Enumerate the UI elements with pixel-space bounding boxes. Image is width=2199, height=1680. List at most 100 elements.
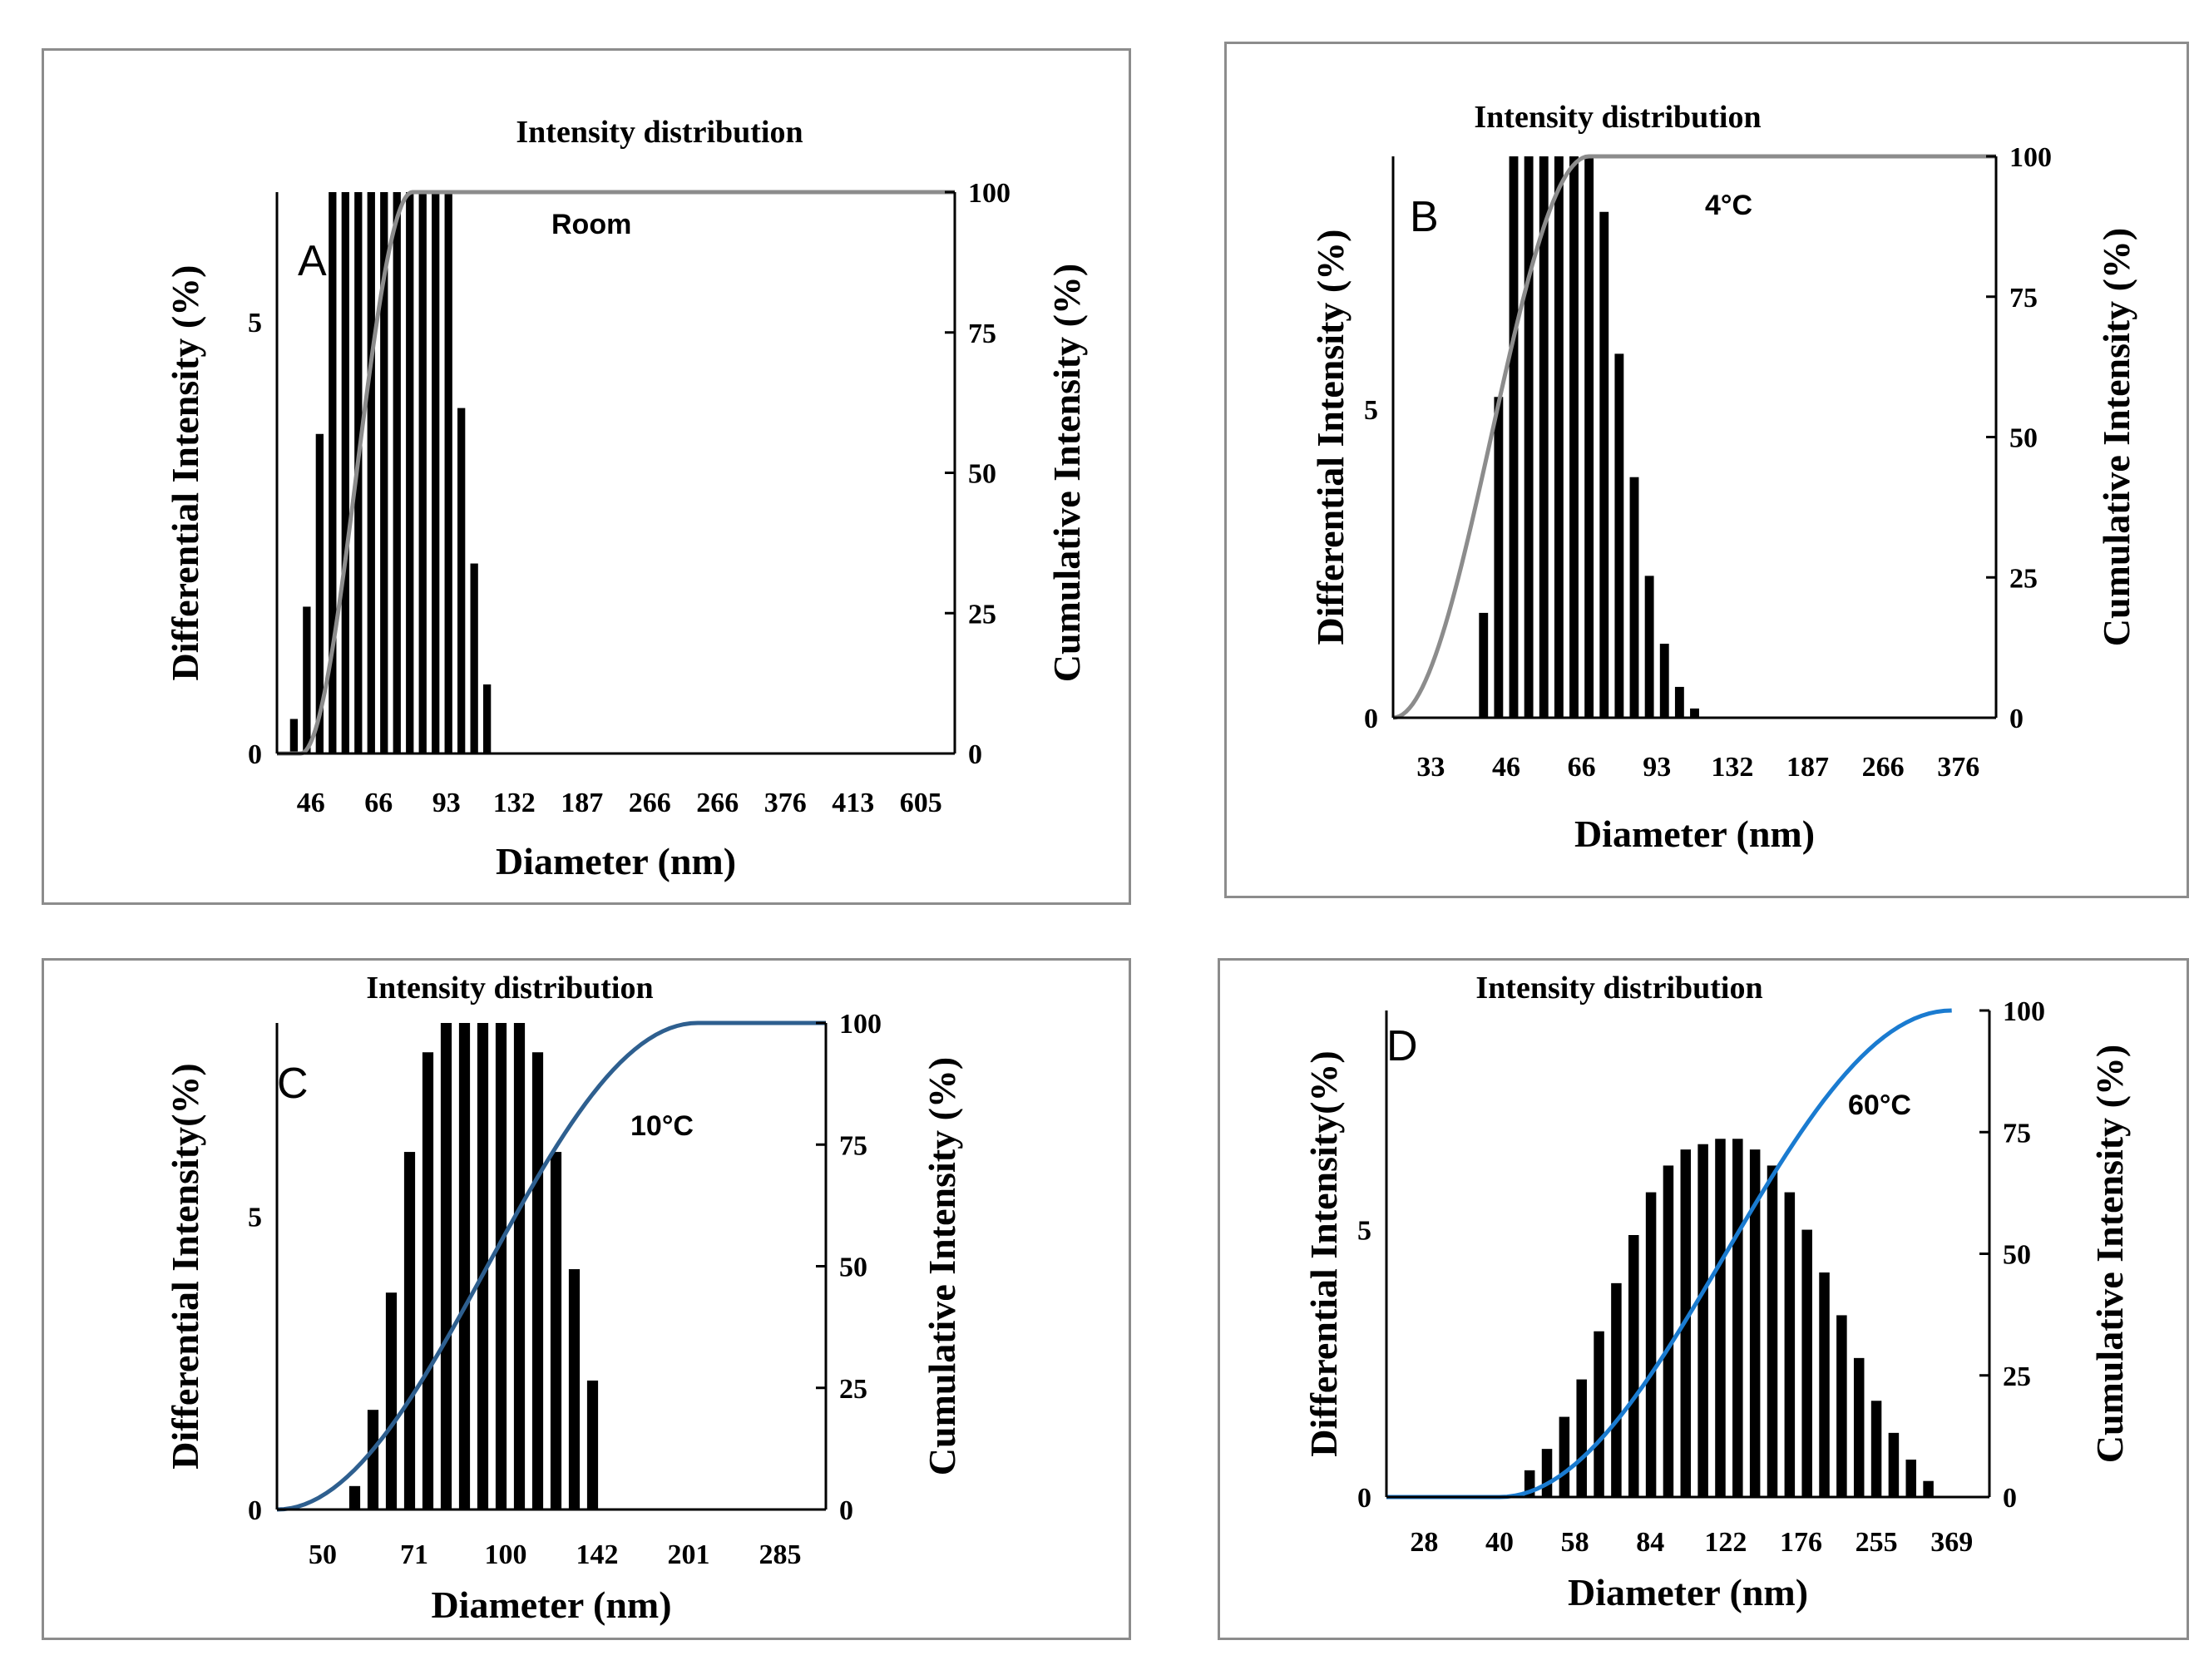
y2-axis-label: Cumulative Intensity (%) [921, 1057, 963, 1475]
y-tick-label: 5 [248, 1203, 262, 1233]
y2-tick-label: 75 [839, 1130, 867, 1161]
x-axis-label: Diameter (nm) [1574, 813, 1815, 855]
bar [1509, 156, 1519, 718]
panel-c: Intensity distribution C 10°C 0 5 0 25 50 75 100 5… [42, 958, 1131, 1640]
bar [367, 1410, 379, 1510]
y2-tick-label: 100 [839, 1009, 882, 1040]
cumulative-curve [1392, 154, 1996, 720]
y-axis-label: Differential Intensity (%) [164, 265, 206, 681]
bar [1836, 1315, 1847, 1497]
condition-label: 10°C [630, 1110, 694, 1142]
bar [457, 408, 466, 754]
bar [1715, 1139, 1726, 1497]
bar [1576, 1379, 1587, 1497]
cumulative-curve [1386, 1008, 1952, 1500]
y-tick-label: 5 [1357, 1216, 1371, 1247]
x-tick-label: 376 [1937, 752, 1979, 783]
x-tick-label: 132 [1711, 752, 1753, 783]
bar [1870, 1401, 1882, 1497]
y2-axis-label: Cumulative Intensity (%) [1045, 264, 1088, 682]
bar [470, 563, 478, 754]
panel-d: Intensity distribution D 60°C 0 5 0 25 50 75 100 2… [1218, 958, 2189, 1640]
chart-a: Intensity distributionARoom0502550751004… [164, 115, 1088, 882]
bar [1594, 1331, 1604, 1497]
bar [1629, 477, 1639, 718]
bar [393, 192, 401, 754]
x-tick-label: 142 [576, 1539, 619, 1570]
bar [406, 192, 414, 754]
panel-letter: B [1410, 193, 1439, 241]
cumulative-curve [276, 1020, 826, 1512]
bar [1599, 211, 1609, 718]
bar [1853, 1357, 1865, 1497]
y2-tick-label: 50 [968, 459, 996, 490]
x-tick-label: 46 [1492, 752, 1520, 783]
bar [440, 1023, 452, 1510]
x-tick-label: 40 [1485, 1527, 1514, 1558]
x-axis-label: Diameter (nm) [1568, 1571, 1808, 1613]
chart-title: Intensity distribution [516, 115, 803, 150]
y2-tick-label: 0 [839, 1495, 853, 1526]
y2-tick-label: 50 [2003, 1240, 2031, 1271]
panel-letter: C [277, 1060, 309, 1108]
x-tick-label: 100 [485, 1539, 527, 1570]
panel-letter: A [298, 237, 327, 285]
x-tick-label: 33 [1416, 752, 1445, 783]
bar [586, 1380, 599, 1510]
bar [1659, 643, 1669, 718]
bar [1819, 1272, 1830, 1497]
x-tick-label: 46 [297, 788, 325, 818]
x-tick-label: 255 [1856, 1527, 1898, 1558]
y2-tick-label: 100 [968, 178, 1011, 209]
bar [458, 1023, 471, 1510]
x-tick-label: 84 [1636, 1527, 1664, 1558]
x-tick-label: 201 [668, 1539, 710, 1570]
bar [329, 192, 337, 754]
bar [444, 192, 452, 754]
bar [1923, 1480, 1934, 1497]
y-tick-label: 5 [248, 308, 262, 338]
y-tick-label: 0 [248, 739, 262, 770]
bar [380, 192, 388, 754]
chart-c: Intensity distributionC10°C0502550751005… [164, 971, 963, 1626]
bar [1644, 576, 1654, 718]
x-tick-label: 605 [900, 788, 942, 818]
x-tick-label: 50 [309, 1539, 337, 1570]
y-tick-label: 5 [1364, 395, 1378, 426]
x-tick-label: 71 [400, 1539, 428, 1570]
bar [367, 192, 375, 754]
bar [1674, 686, 1684, 718]
chart-title: Intensity distribution [1474, 100, 1761, 135]
bar [1628, 1235, 1639, 1497]
bar [289, 719, 299, 754]
chart-title: Intensity distribution [366, 971, 653, 1006]
bar [1554, 156, 1564, 718]
y2-tick-label: 50 [839, 1253, 867, 1283]
bar [568, 1269, 581, 1510]
x-tick-label: 376 [764, 788, 807, 818]
bar [348, 1485, 361, 1510]
y2-axis-label: Cumulative Intensity (%) [2088, 1045, 2131, 1463]
y2-tick-label: 0 [2009, 704, 2024, 734]
x-tick-label: 93 [1643, 752, 1671, 783]
x-tick-label: 187 [561, 788, 603, 818]
bar [1905, 1460, 1917, 1497]
y2-tick-label: 25 [2009, 563, 2038, 594]
bar [1614, 353, 1624, 718]
bar [1888, 1432, 1900, 1497]
x-tick-label: 66 [364, 788, 393, 818]
y2-tick-label: 25 [839, 1374, 867, 1405]
bar [495, 1023, 507, 1510]
y2-tick-label: 100 [2003, 996, 2045, 1027]
bar [1749, 1149, 1761, 1497]
y2-tick-label: 50 [2009, 423, 2038, 454]
y-tick-label: 0 [1357, 1483, 1371, 1514]
bar [1697, 1144, 1708, 1497]
y2-tick-label: 0 [968, 739, 982, 770]
cumulative-curve [277, 190, 955, 756]
y-tick-label: 0 [248, 1495, 262, 1526]
y2-tick-label: 25 [2003, 1361, 2031, 1392]
panel-letter: D [1386, 1022, 1418, 1070]
x-tick-label: 28 [1410, 1527, 1438, 1558]
bar [1559, 1416, 1570, 1497]
